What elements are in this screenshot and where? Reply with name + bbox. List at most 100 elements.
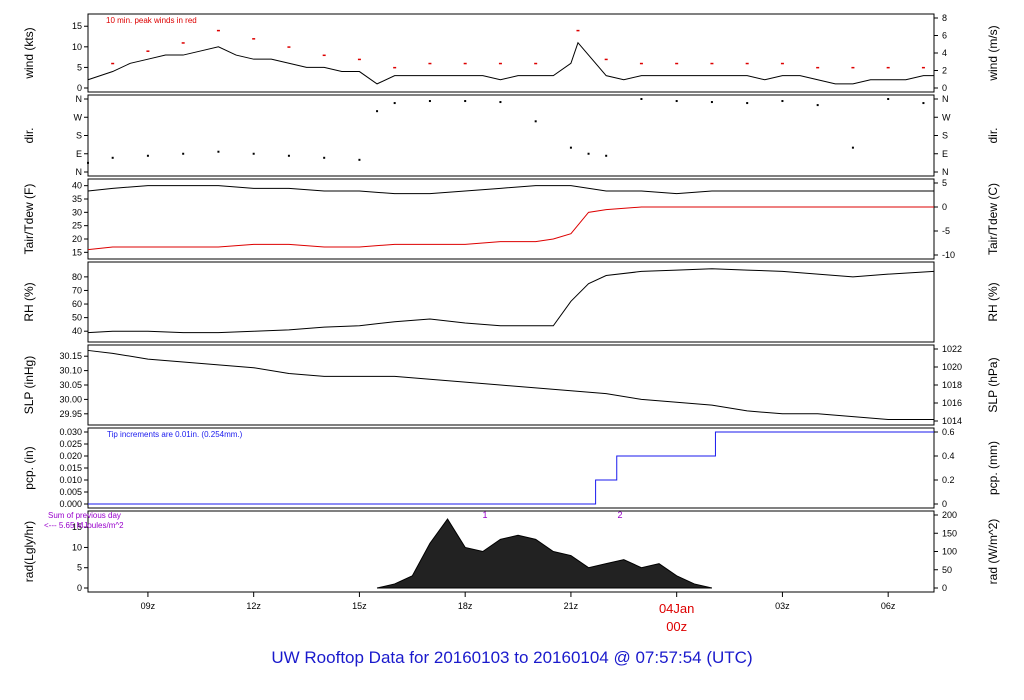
- dir-point: [675, 100, 678, 103]
- peak-wind-mark: [816, 66, 820, 69]
- right-y-tick-label: S: [942, 131, 948, 141]
- right-y-tick-label: 150: [942, 528, 957, 538]
- dir-point: [534, 120, 537, 123]
- right-y-tick-label: N: [942, 94, 949, 104]
- x-tick-label: 15z: [352, 601, 367, 611]
- panel-annotation: Tip increments are 0.01in. (0.254mm.): [107, 430, 243, 439]
- right-y-tick-label: W: [942, 112, 951, 122]
- dir-point: [252, 152, 255, 155]
- y-tick-label: 15: [72, 522, 82, 532]
- peak-wind-mark: [287, 46, 291, 48]
- peak-wind-mark: [886, 66, 890, 69]
- y-tick-label: 60: [72, 299, 82, 309]
- panel-frame: [87, 178, 935, 260]
- peak-wind-mark: [181, 42, 185, 44]
- right-y-axis-label: Tair/Tdew (C): [986, 183, 1000, 255]
- y-tick-label: 29.95: [59, 409, 82, 419]
- right-y-tick-label: 1016: [942, 398, 962, 408]
- x-tick-label: 09z: [141, 601, 156, 611]
- y-tick-label: 0: [77, 583, 82, 593]
- y-tick-label: 0.010: [59, 475, 82, 485]
- peak-wind-mark: [604, 58, 608, 61]
- y-tick-label: 5: [77, 62, 82, 72]
- right-y-axis-label: SLP (hPa): [986, 357, 1000, 412]
- series-line: [87, 185, 934, 195]
- right-y-axis-label: dir.: [986, 127, 1000, 143]
- y-tick-label: S: [76, 131, 82, 141]
- dir-point: [710, 101, 713, 104]
- peak-wind-mark: [428, 62, 432, 65]
- x-tick-label: 06z: [881, 601, 896, 611]
- peak-wind-mark: [111, 62, 115, 65]
- rad-annotation-line1: Sum of previous day: [48, 511, 121, 520]
- dir-point: [428, 100, 431, 103]
- panel-annotation: 10 min. peak winds in red: [106, 16, 197, 25]
- y-tick-label: 15: [72, 21, 82, 31]
- dir-point: [182, 152, 185, 155]
- x-day-sublabel: 00z: [666, 619, 687, 634]
- y-tick-label: 0.025: [59, 439, 82, 449]
- peak-wind-mark: [322, 54, 326, 57]
- x-tick-label: 18z: [458, 601, 473, 611]
- series-line: [87, 41, 934, 85]
- y-tick-label: 0.005: [59, 487, 82, 497]
- y-tick-label: 80: [72, 272, 82, 282]
- series-line: [87, 268, 935, 334]
- right-y-tick-label: 1022: [942, 344, 962, 354]
- right-y-tick-label: -5: [942, 226, 950, 236]
- right-y-tick-label: 100: [942, 547, 957, 557]
- peak-wind-mark: [393, 66, 397, 69]
- y-tick-label: 35: [72, 194, 82, 204]
- y-tick-label: 30.10: [59, 366, 82, 376]
- y-tick-label: N: [76, 94, 83, 104]
- y-tick-label: 15: [72, 247, 82, 257]
- dir-point: [499, 101, 502, 104]
- y-tick-label: 40: [72, 326, 82, 336]
- y-tick-label: 0.000: [59, 499, 82, 509]
- dir-point: [781, 100, 784, 103]
- y-tick-label: E: [76, 149, 82, 159]
- right-y-axis-label: rad (W/m^2): [986, 519, 1000, 585]
- right-y-tick-label: 0.4: [942, 451, 955, 461]
- peak-wind-mark: [675, 62, 679, 65]
- panel-frame: [87, 344, 935, 426]
- y-axis-label: dir.: [22, 127, 36, 143]
- series-line: [88, 431, 934, 505]
- right-y-tick-label: 1020: [942, 362, 962, 372]
- dir-point: [587, 152, 590, 155]
- dir-point: [146, 154, 149, 157]
- right-y-tick-label: 0.2: [942, 475, 955, 485]
- y-tick-label: N: [76, 167, 83, 177]
- peak-wind-mark: [146, 50, 150, 52]
- peak-wind-mark: [498, 62, 502, 65]
- y-tick-label: 0.030: [59, 427, 82, 437]
- right-y-tick-label: N: [942, 167, 949, 177]
- peak-wind-mark: [780, 62, 784, 65]
- right-y-tick-label: 0: [942, 83, 947, 93]
- y-tick-label: 25: [72, 221, 82, 231]
- right-y-tick-label: E: [942, 149, 948, 159]
- dir-point: [746, 102, 749, 105]
- y-tick-label: 0.015: [59, 463, 82, 473]
- panel-frame: [87, 261, 935, 343]
- dir-point: [887, 98, 890, 100]
- y-axis-label: rad(Lgly/hr): [22, 521, 36, 582]
- right-y-axis-label: pcp. (mm): [986, 441, 1000, 495]
- y-axis-label: pcp. (in): [22, 446, 36, 489]
- right-y-tick-label: 200: [942, 510, 957, 520]
- right-y-tick-label: 50: [942, 565, 952, 575]
- y-tick-label: 30.15: [59, 351, 82, 361]
- y-axis-label: RH (%): [22, 282, 36, 321]
- right-y-tick-label: 8: [942, 13, 947, 23]
- dir-point: [323, 156, 326, 159]
- dir-point: [851, 146, 854, 149]
- dir-point: [111, 156, 114, 159]
- dir-point: [922, 102, 925, 105]
- y-tick-label: 20: [72, 234, 82, 244]
- y-tick-label: 30.05: [59, 380, 82, 390]
- x-tick-label: 21z: [564, 601, 579, 611]
- rad-marker-1: 1: [482, 510, 487, 520]
- peak-wind-mark: [463, 62, 467, 65]
- dir-point: [464, 100, 467, 103]
